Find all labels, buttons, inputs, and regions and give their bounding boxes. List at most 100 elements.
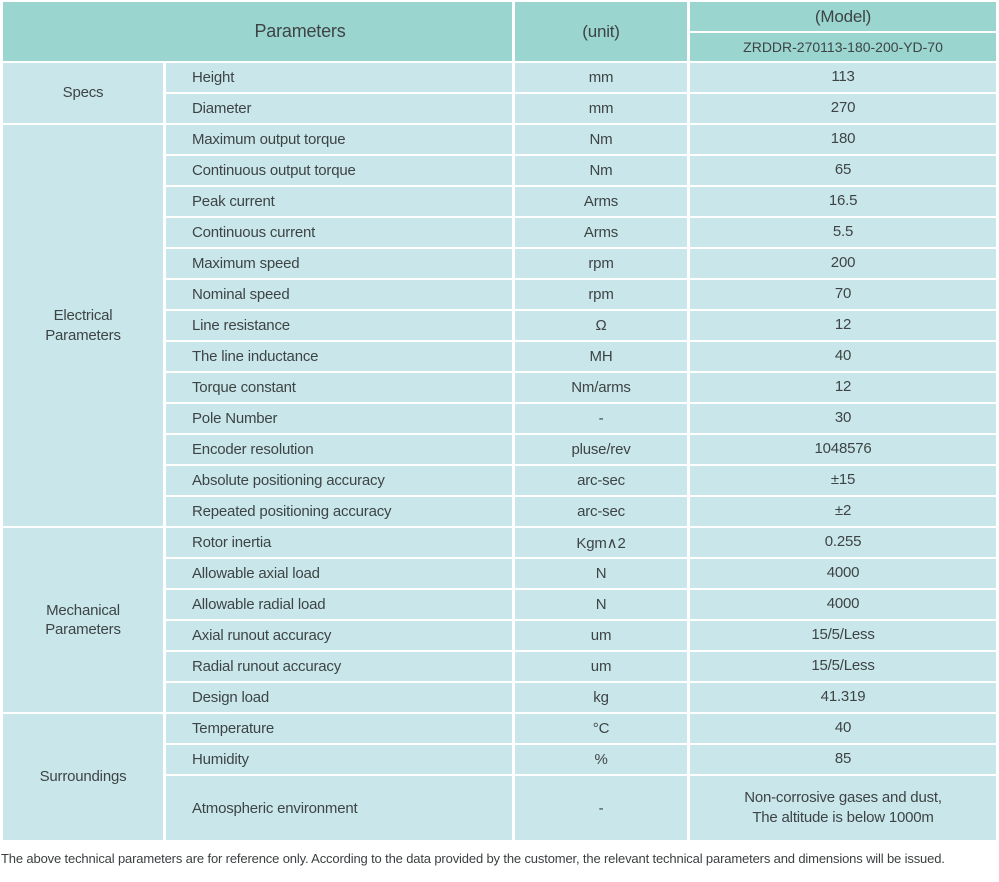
table-header: Parameters (unit) (Model) ZRDDR-270113-1… [3,2,997,61]
param-value: 41.319 [690,683,997,712]
table-row: Nominal speed rpm 70 [3,280,997,309]
param-name: Atmospheric environment [166,776,513,840]
parameters-table: Parameters (unit) (Model) ZRDDR-270113-1… [3,2,997,840]
param-name: Maximum output torque [166,125,513,154]
param-value: 5.5 [690,218,997,247]
table-row: Continuous current Arms 5.5 [3,218,997,247]
param-value: 85 [690,745,997,774]
table-row: Humidity% 85 [3,745,997,774]
param-value: 15/5/Less [690,652,997,681]
param-value: 40 [690,342,997,371]
param-name: Allowable radial load [166,590,513,619]
param-value: 15/5/Less [690,621,997,650]
param-unit: rpm [515,280,688,309]
table-row: The line inductance MH 40 [3,342,997,371]
param-value: 70 [690,280,997,309]
table-row: Diameter mm 270 [3,94,997,123]
param-value: 4000 [690,590,997,619]
param-name: Continuous current [166,218,513,247]
table-row: Continuous output torque Nm 65 [3,156,997,185]
param-name: Design load [166,683,513,712]
param-value: ±2 [690,497,997,526]
group-label-mechanical-parameters: Mechanical Parameters [3,528,163,712]
table-row: Allowable axial load N 4000 [3,559,997,588]
param-unit: - [515,404,688,433]
param-name: Encoder resolution [166,435,513,464]
param-value: 180 [690,125,997,154]
param-unit: Ω [515,311,688,340]
param-value: 16.5 [690,187,997,216]
footer-disclaimer: The above technical parameters are for r… [1,851,945,866]
param-unit: N [515,590,688,619]
param-name: Temperature [166,714,513,743]
param-value: 4000 [690,559,997,588]
table-row: Atmospheric environment - Non-corrosive ga… [3,776,997,840]
param-value: 12 [690,311,997,340]
param-name: Nominal speed [166,280,513,309]
group-label-electrical-parameters: Electrical Parameters [3,125,163,526]
param-unit: - [515,776,688,840]
table-row: Pole Number -30 [3,404,997,433]
table-row: Maximum speed rpm 200 [3,249,997,278]
param-unit: rpm [515,249,688,278]
param-unit: Kgm∧2 [515,528,688,557]
table-row: Peak current Arms 16.5 [3,187,997,216]
table-row: Surroundings Temperature °C 40 [3,714,997,840]
param-name: Line resistance [166,311,513,340]
group-label-surroundings: Surroundings [3,714,163,840]
param-unit: kg [515,683,688,712]
header-row-1: Parameters (unit) (Model) [3,2,997,61]
param-value: 1048576 [690,435,997,464]
table-row: Radial runout accuracy um 15/5/Less [3,652,997,681]
param-name: Axial runout accuracy [166,621,513,650]
param-name: Rotor inertia [166,528,513,557]
param-name: Torque constant [166,373,513,402]
param-unit: MH [515,342,688,371]
param-unit: arc-sec [515,497,688,526]
parameters-column-header: Parameters [3,2,513,61]
header-row-2: ZRDDR-270113-180-200-YD-70 [3,33,997,61]
param-unit: um [515,621,688,650]
table-row: Electrical Parameters Maximum output torq… [3,125,997,526]
param-value: 30 [690,404,997,433]
param-name: Repeated positioning accuracy [166,497,513,526]
param-unit: N [515,559,688,588]
table-row: Allowable radial load N 4000 [3,590,997,619]
param-name: Radial runout accuracy [166,652,513,681]
param-name: Absolute positioning accuracy [166,466,513,495]
group-label-specs: Specs [3,63,163,123]
unit-column-header: (unit) [515,2,688,61]
param-name: Height [166,63,513,92]
param-unit: um [515,652,688,681]
table-row: Repeated positioning accuracy arc-sec ±2 [3,497,997,526]
param-name: Continuous output torque [166,156,513,185]
table-row: Absolute positioning accuracy arc-sec ±15 [3,466,997,495]
param-value: 270 [690,94,997,123]
table-row: Torque constant Nm/arms 12 [3,373,997,402]
param-unit: mm [515,63,688,92]
param-value: 200 [690,249,997,278]
table-body: Specs Height mm 113 Diameter mm 270 Electrical … [3,63,997,840]
param-unit: Nm [515,156,688,185]
param-name: Humidity [166,745,513,774]
param-unit: °C [515,714,688,743]
table-row: Line resistance Ω 12 [3,311,997,340]
param-unit: Arms [515,218,688,247]
param-unit: Arms [515,187,688,216]
param-name: The line inductance [166,342,513,371]
param-unit: Nm [515,125,688,154]
param-unit: pluse/rev [515,435,688,464]
param-value: ±15 [690,466,997,495]
param-unit: Nm/arms [515,373,688,402]
param-name: Diameter [166,94,513,123]
param-name: Allowable axial load [166,559,513,588]
table-row: Design load kg 41.319 [3,683,997,712]
param-value: 65 [690,156,997,185]
table-row: Axial runout accuracy um 15/5/Less [3,621,997,650]
param-unit: % [515,745,688,774]
param-name: Pole Number [166,404,513,433]
model-number: ZRDDR-270113-180-200-YD-70 [690,33,997,61]
param-value: 12 [690,373,997,402]
param-value: 113 [690,63,997,92]
